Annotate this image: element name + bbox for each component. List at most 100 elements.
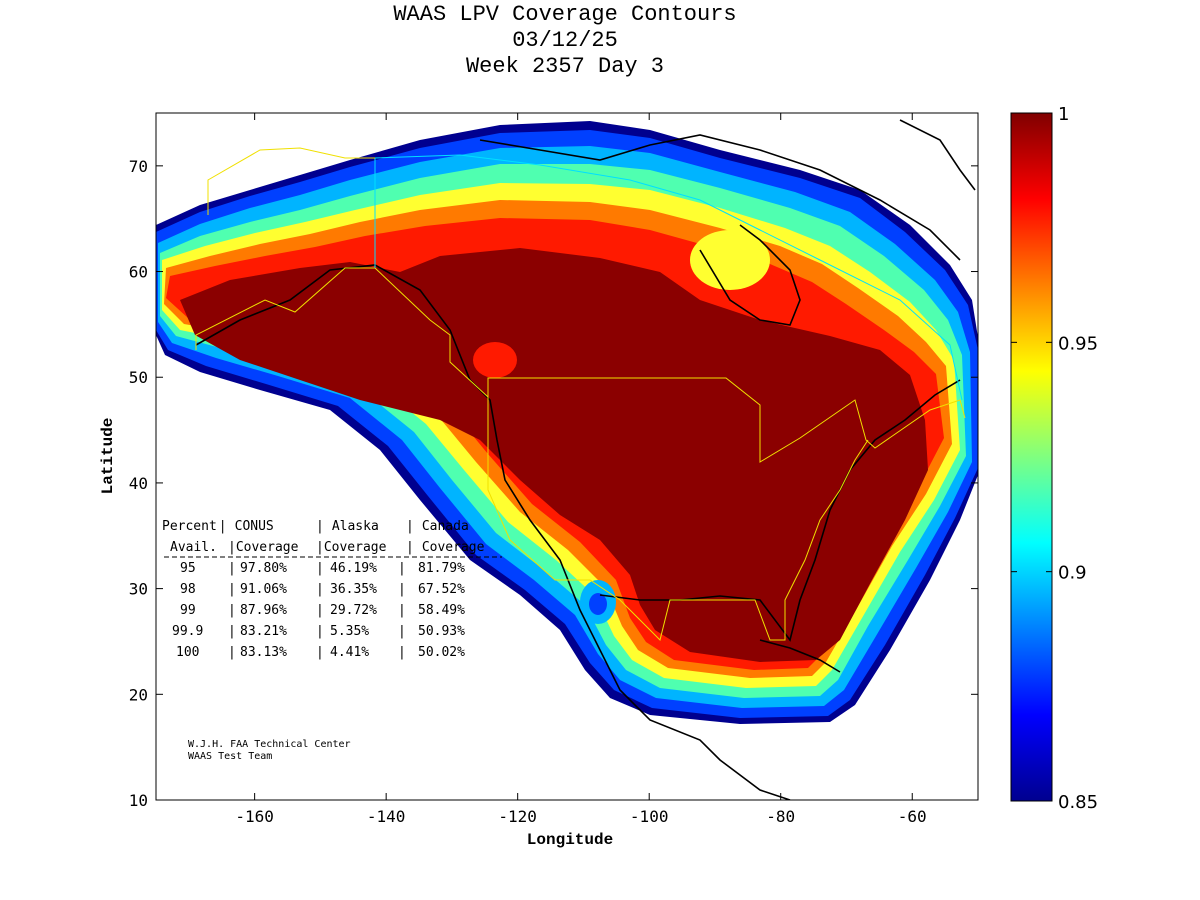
coastline-cuba	[759, 639, 841, 673]
stats-h2-sep: |	[228, 540, 236, 555]
y-tick-label: 60	[129, 263, 148, 282]
y-axis-label: Latitude	[99, 418, 117, 495]
stats-cell: 67.52%	[418, 582, 465, 597]
stats-sep: |	[316, 624, 324, 639]
x-axis-label: Longitude	[527, 831, 613, 849]
stats-h1-sep2: |	[316, 519, 324, 534]
stats-cell: 81.79%	[418, 561, 465, 576]
x-tick-label: -120	[498, 807, 537, 826]
stats-cell: 99	[180, 603, 196, 618]
x-tick-label: -100	[630, 807, 669, 826]
stats-sep: |	[228, 624, 236, 639]
stats-sep: |	[228, 561, 236, 576]
coastline-greenland	[899, 119, 976, 191]
stats-h2-sep3: |	[406, 540, 414, 555]
alaska-boundary	[195, 267, 966, 463]
stats-row: 99 | 87.96% | 29.72% | 58.49%	[180, 603, 465, 618]
stats-cell: 5.35%	[330, 624, 369, 639]
stats-cell: 87.96%	[240, 603, 287, 618]
stats-sep: |	[398, 561, 406, 576]
colorbar-ticks: 0.85 0.9 0.95 1	[1011, 104, 1098, 813]
y-tick-label: 10	[129, 791, 148, 810]
stats-sep: |	[398, 624, 406, 639]
colorbar-tick-label: 0.95	[1058, 333, 1098, 354]
stats-cell: 98	[180, 582, 196, 597]
coverage-contours	[156, 121, 978, 724]
stats-sep: |	[316, 582, 324, 597]
y-tick-label: 40	[129, 474, 148, 493]
stats-cell: 36.35%	[330, 582, 377, 597]
colorbar-tick-label: 1	[1058, 104, 1069, 125]
x-tick-label: -160	[235, 807, 274, 826]
stats-h2-sep2: |	[316, 540, 324, 555]
coastline-gulf-east	[599, 379, 961, 642]
credit-line-2: WAAS Test Team	[188, 751, 272, 762]
stats-h1-alaska: Alaska	[332, 519, 379, 534]
alaska-west-boundary	[207, 147, 375, 215]
x-tick-label: -80	[766, 807, 795, 826]
stats-table: Percent | CONUS | Alaska | Canada Avail. |Cover…	[162, 519, 502, 660]
stats-sep: |	[398, 645, 406, 660]
x-axis: -160 -140 -120 -100 -80 -60	[235, 113, 927, 826]
stats-sep: |	[228, 582, 236, 597]
stats-cell: 100	[176, 645, 199, 660]
y-tick-label: 30	[129, 580, 148, 599]
stats-cell: 50.02%	[418, 645, 465, 660]
stats-cell: 83.21%	[240, 624, 287, 639]
stats-row: 98 | 91.06% | 36.35% | 67.52%	[180, 582, 465, 597]
stats-header-row-1: Percent | CONUS | Alaska | Canada	[162, 519, 469, 534]
colorbar-tick-label: 0.85	[1058, 792, 1098, 813]
plot-frame	[155, 112, 979, 801]
y-tick-label: 20	[129, 685, 148, 704]
stats-sep: |	[316, 561, 324, 576]
stats-sep: |	[398, 582, 406, 597]
coastline-arctic	[479, 134, 961, 261]
stats-h1-sep: |	[219, 519, 227, 534]
stats-cell: 46.19%	[330, 561, 377, 576]
stats-row: 100 | 83.13% | 4.41% | 50.02%	[176, 645, 465, 660]
stats-h1-canada: Canada	[422, 519, 469, 534]
conus-boundary	[487, 397, 869, 641]
coverage-hole-gulf-california-inner	[589, 593, 607, 615]
y-axis: 10 20 30 40 50 60 70	[129, 157, 978, 810]
coverage-spot-pacific-nw	[473, 342, 517, 378]
stats-cell: 83.13%	[240, 645, 287, 660]
stats-cell: 91.06%	[240, 582, 287, 597]
stats-h1-sep3: |	[406, 519, 414, 534]
stats-h2-avail: Avail.	[170, 540, 217, 555]
x-tick-label: -140	[367, 807, 406, 826]
coverage-band-1.00	[180, 248, 928, 662]
stats-cell: 4.41%	[330, 645, 369, 660]
coastline-hudson-bay	[699, 224, 801, 326]
canada-boundary	[374, 154, 963, 401]
stats-sep: |	[228, 603, 236, 618]
colorbar	[1010, 112, 1053, 802]
stats-h2-conus: Coverage	[236, 540, 299, 555]
stats-cell: 58.49%	[418, 603, 465, 618]
stats-header-row-2: Avail. |Coverage |Coverage | Coverage	[170, 540, 485, 555]
y-tick-label: 70	[129, 157, 148, 176]
stats-h1-percent: Percent	[162, 519, 217, 534]
stats-sep: |	[316, 603, 324, 618]
stats-cell: 99.9	[172, 624, 203, 639]
chart-date: 03/12/25	[512, 28, 618, 53]
coverage-hudson-green	[690, 230, 770, 290]
stats-sep: |	[316, 645, 324, 660]
region-boundaries	[195, 147, 966, 641]
stats-row: 95 | 97.80% | 46.19% | 81.79%	[180, 561, 465, 576]
stats-sep: |	[398, 603, 406, 618]
colorbar-tick-label: 0.9	[1058, 563, 1087, 584]
x-tick-label: -60	[898, 807, 927, 826]
stats-cell: 50.93%	[418, 624, 465, 639]
stats-cell: 29.72%	[330, 603, 377, 618]
credit-line-1: W.J.H. FAA Technical Center	[188, 739, 351, 750]
stats-sep: |	[228, 645, 236, 660]
stats-cell: 95	[180, 561, 196, 576]
y-tick-label: 50	[129, 368, 148, 387]
chart-title: WAAS LPV Coverage Contours	[393, 2, 737, 27]
stats-h1-conus: CONUS	[235, 519, 274, 534]
stats-row: 99.9 | 83.21% | 5.35% | 50.93%	[172, 624, 465, 639]
stats-cell: 97.80%	[240, 561, 287, 576]
stats-h2-alaska: Coverage	[324, 540, 387, 555]
